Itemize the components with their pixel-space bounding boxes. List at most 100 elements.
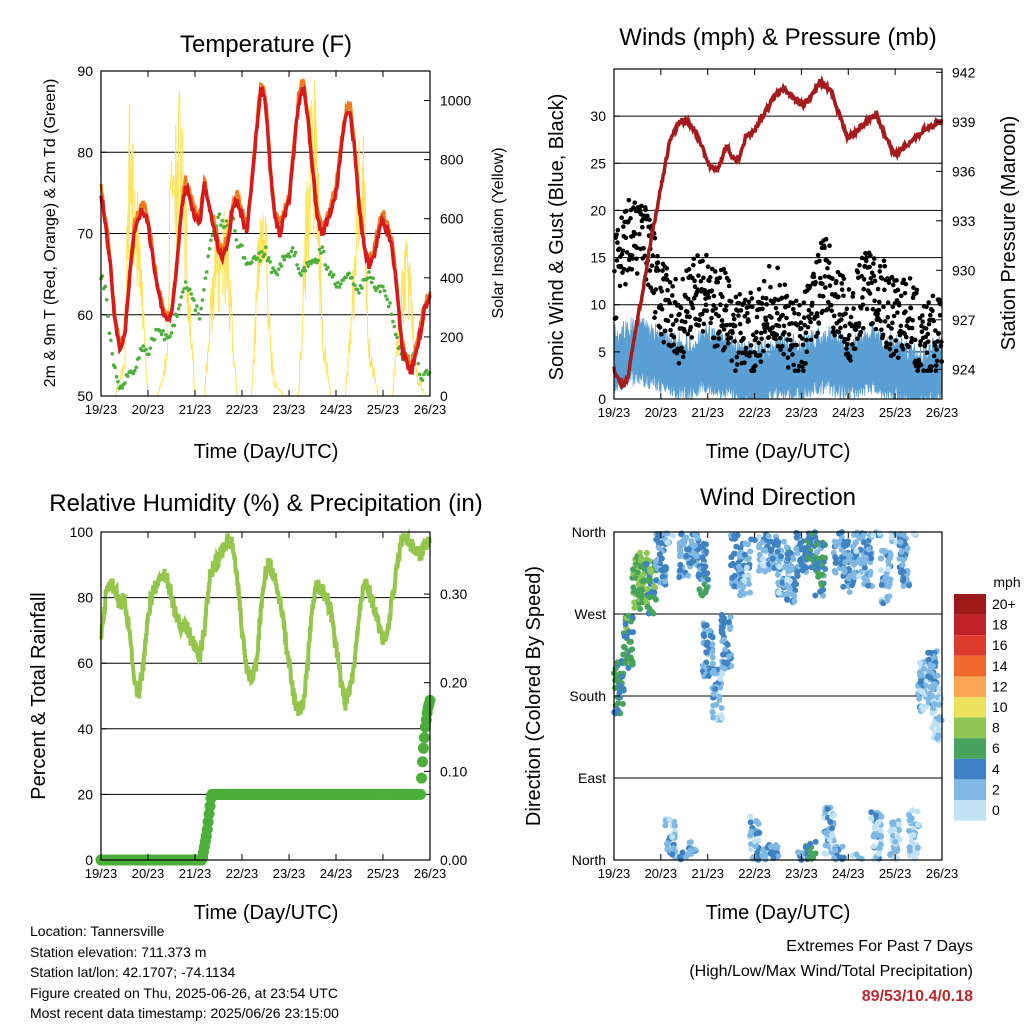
direction-point (870, 833, 877, 840)
direction-point (832, 569, 839, 576)
gust-point (924, 304, 929, 310)
dewpoint-point (234, 238, 239, 242)
gust-point (733, 368, 738, 374)
gust-point (628, 216, 633, 221)
dewpoint-point (217, 212, 222, 216)
y-tick-label: North (572, 852, 606, 868)
gust-point (882, 319, 888, 324)
gust-point (678, 305, 684, 311)
gust-point (918, 362, 924, 368)
direction-point (644, 585, 651, 592)
dewpoint-point (338, 282, 343, 286)
direction-point (653, 596, 660, 603)
direction-point (718, 704, 725, 711)
direction-point (700, 631, 707, 638)
gust-point (716, 313, 721, 319)
gust-point (715, 343, 720, 348)
gust-point (820, 308, 826, 314)
gust-point (716, 336, 722, 341)
direction-point (812, 592, 819, 599)
gust-point (879, 327, 884, 333)
direction-point (621, 651, 628, 658)
direction-point (872, 812, 879, 819)
gust-point (763, 296, 769, 301)
gust-point (631, 205, 636, 210)
direction-point (929, 710, 936, 717)
gust-point (640, 224, 645, 230)
direction-point (868, 815, 875, 822)
gust-point (832, 332, 837, 338)
gust-point (670, 322, 676, 327)
gust-point (906, 344, 912, 349)
winds-ylabel-left: Sonic Wind & Gust (Blue, Black) (546, 94, 568, 381)
y2-tick-label: 933 (952, 213, 976, 229)
gust-point (860, 302, 866, 308)
direction-point (915, 821, 922, 828)
direction-point (868, 555, 875, 562)
gust-point (615, 240, 620, 245)
gust-point (733, 294, 739, 300)
gust-point (690, 305, 696, 311)
dewpoint-point (110, 351, 115, 356)
dewpoint-point (106, 314, 110, 319)
gust-point (759, 301, 765, 306)
gust-point (930, 308, 935, 314)
gust-point (629, 267, 635, 272)
gust-point (928, 368, 934, 374)
direction-point (920, 706, 927, 713)
dewpoint-point (195, 304, 199, 308)
precip-point (417, 742, 429, 754)
direction-point (630, 566, 637, 573)
dewpoint-point (147, 352, 151, 357)
direction-point (751, 537, 758, 544)
gust-point (931, 318, 937, 324)
direction-point (788, 590, 795, 597)
gust-point (658, 331, 664, 337)
gust-point (889, 326, 894, 331)
y-tick-label: 10 (590, 297, 606, 313)
direction-point (785, 567, 792, 574)
dewpoint-point (299, 273, 304, 277)
gust-point (873, 326, 879, 332)
gust-point (719, 318, 725, 323)
direction-point (707, 632, 714, 639)
x-tick-label: 19/23 (598, 866, 631, 881)
y2-tick-label: 1000 (440, 93, 471, 109)
gust-point (789, 321, 795, 326)
gust-point (788, 337, 793, 343)
direction-point (627, 638, 634, 645)
gust-point (662, 328, 668, 334)
direction-point (786, 577, 793, 584)
gust-point (902, 331, 907, 336)
gust-point (781, 351, 786, 357)
dewpoint-point (386, 304, 391, 309)
gust-point (808, 319, 813, 325)
dewpoint-point (216, 215, 220, 220)
dewpoint-point (220, 218, 225, 223)
gust-point (697, 317, 702, 323)
direction-point (720, 651, 727, 658)
direction-point (855, 572, 862, 579)
gust-point (796, 368, 801, 374)
gust-point (777, 335, 783, 341)
gust-point (836, 294, 841, 300)
dewpoint-point (137, 356, 141, 360)
gust-point (676, 360, 682, 366)
extremes-description: (High/Low/Max Wind/Total Precipitation) (689, 963, 973, 980)
temperature-plot-area: 19/23 20/23 21/23 22/23 23/23 24/23 25/23 26/23… (77, 63, 471, 417)
gust-point (857, 262, 862, 268)
speed-legend-label: 8 (992, 720, 1000, 736)
direction-point (625, 664, 632, 671)
gust-point (895, 355, 901, 361)
gust-point (886, 280, 892, 285)
direction-point (887, 851, 894, 858)
gust-point (745, 310, 750, 316)
direction-point (699, 554, 706, 561)
gust-point (652, 235, 658, 241)
gust-point (850, 342, 855, 347)
x-tick-label: 22/23 (226, 866, 259, 881)
gust-point (831, 325, 836, 330)
gust-point (691, 262, 696, 268)
direction-point (917, 679, 924, 686)
